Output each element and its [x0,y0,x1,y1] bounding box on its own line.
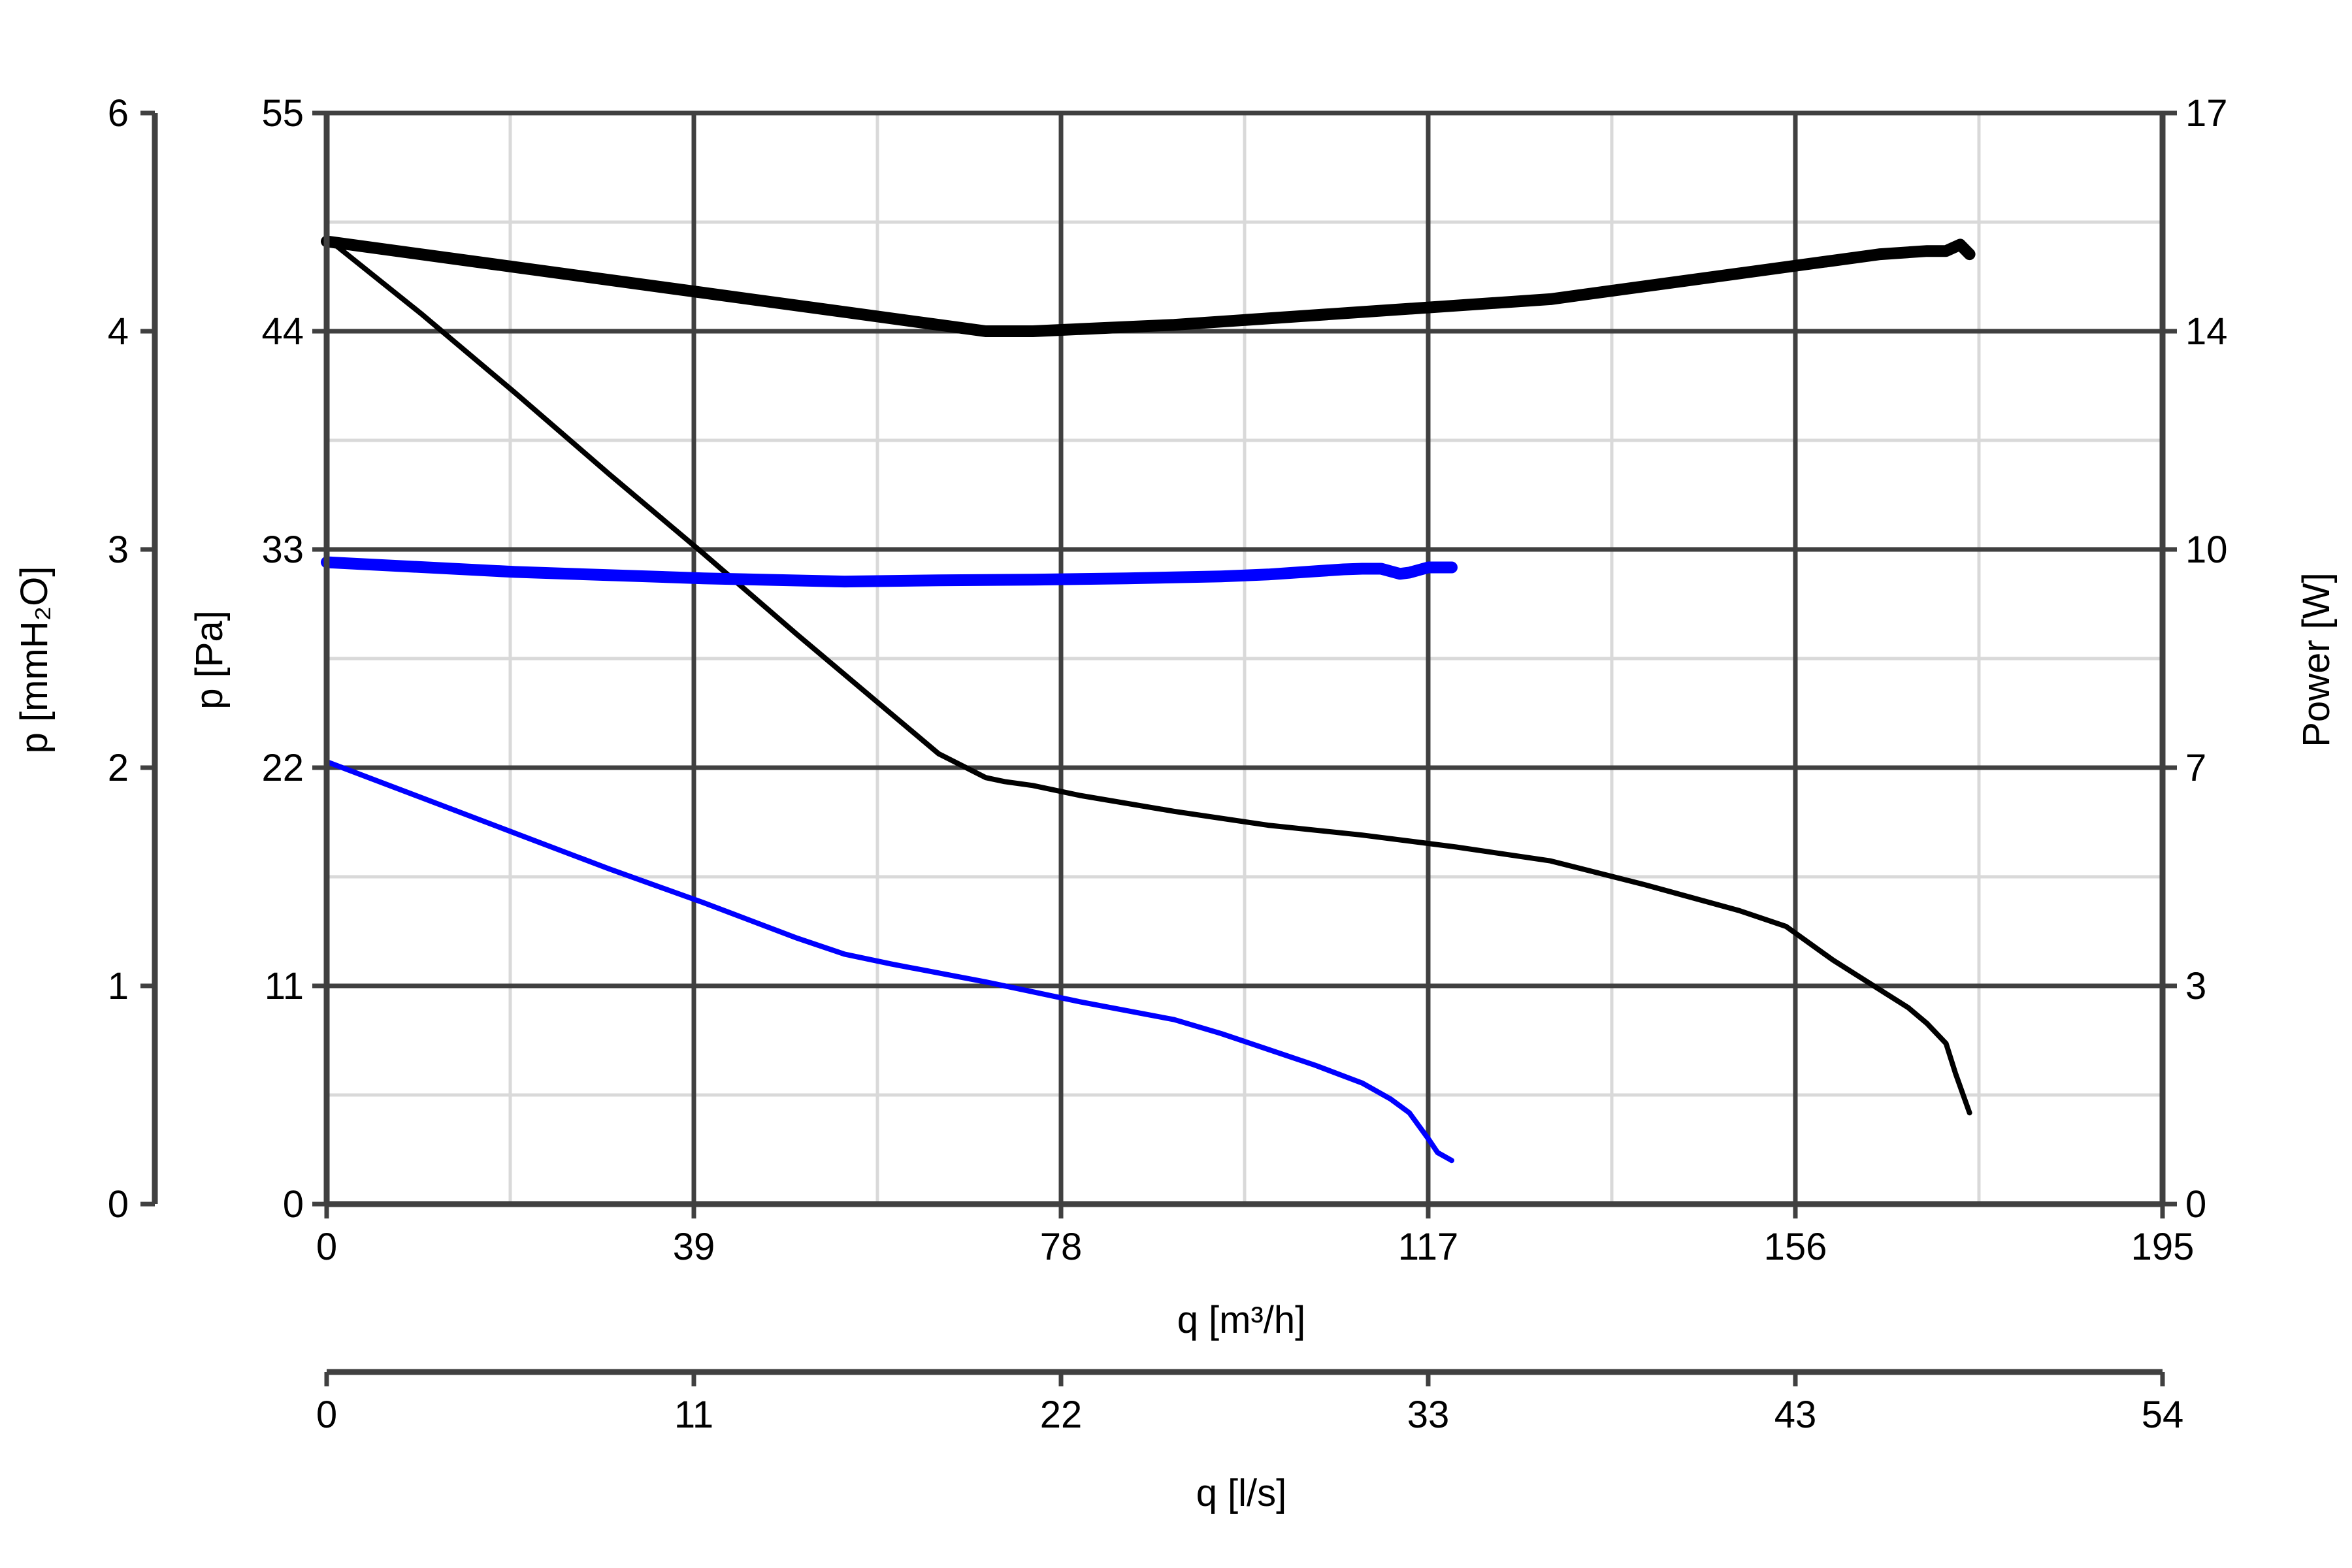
y-power-tick-label: 10 [2185,529,2228,571]
y-power-tick-label: 3 [2185,965,2206,1007]
x-secondary-tick-label: 22 [1040,1394,1083,1436]
y-pa-tick-label: 0 [283,1183,304,1226]
x-tick-label: 0 [316,1226,337,1268]
series-lines [321,235,1976,1164]
y-mmh2o-tick-label: 2 [108,747,129,789]
x-tick-label: 195 [2131,1226,2195,1268]
y-power-tick-label: 0 [2185,1183,2206,1226]
y-pa-tick-label: 55 [261,92,304,135]
y-pa-tick-label: 33 [261,529,304,571]
y-pa-tick-label: 22 [261,747,304,789]
y-pa-tick-label: 11 [265,965,304,1007]
x-secondary-tick-label: 0 [316,1394,337,1436]
x-secondary-tick-label: 54 [2142,1394,2184,1436]
x-secondary-tick-label: 43 [1774,1394,1817,1436]
y-axis-mmh2o-title: p [mmH₂O] [13,566,56,754]
y-mmh2o-tick-label: 1 [108,965,129,1007]
power-series-line-1 [321,235,1976,337]
axes [140,110,2177,1386]
pressure-series-line-2 [324,759,1454,1164]
pressure-series-line-0 [324,235,1972,1116]
y-pa-tick-label: 44 [261,310,304,353]
x-tick-label: 156 [1764,1226,1827,1268]
x-tick-label: 117 [1398,1226,1458,1268]
x-axis-secondary-title: q [l/s] [1196,1472,1287,1514]
y-power-tick-label: 7 [2185,747,2206,789]
x-secondary-tick-label: 33 [1407,1394,1450,1436]
y-mmh2o-tick-label: 4 [108,310,129,353]
y-mmh2o-tick-label: 6 [108,92,129,135]
y-power-tick-label: 17 [2185,92,2228,135]
y-mmh2o-tick-label: 0 [108,1183,129,1226]
y-axis-power-title: Power [W] [2295,572,2338,747]
x-secondary-tick-label: 11 [674,1394,713,1436]
power-series-line-3 [321,556,1458,588]
x-tick-label: 39 [673,1226,715,1268]
y-power-tick-label: 14 [2185,310,2228,353]
x-axis-title: q [m³/h] [1177,1299,1306,1341]
x-tick-label: 78 [1040,1226,1083,1268]
y-mmh2o-tick-label: 3 [108,529,129,571]
y-axis-pa-title: p [Pa] [188,610,231,710]
